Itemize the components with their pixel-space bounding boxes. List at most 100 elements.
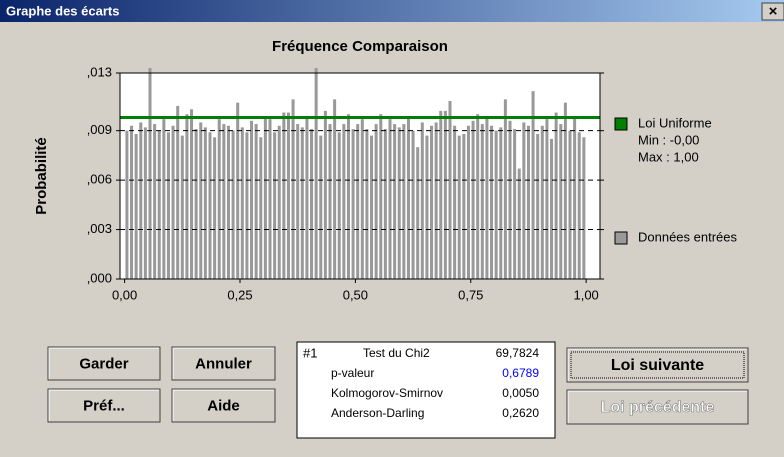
bar: [466, 125, 470, 280]
bar: [508, 120, 512, 280]
bar: [582, 137, 586, 279]
bar: [550, 138, 554, 279]
bar: [453, 125, 457, 280]
bar: [513, 129, 517, 279]
bar: [554, 112, 558, 279]
bar: [203, 127, 207, 279]
button-label: Loi précédente: [601, 399, 715, 416]
stat-name: Kolmogorov-Smirnov: [331, 386, 443, 400]
button-label[interactable]: Aide: [207, 397, 240, 414]
bar: [536, 133, 540, 279]
y-tick-label: ,009: [87, 122, 112, 137]
x-tick-label: 0,00: [112, 287, 137, 302]
bar: [462, 133, 466, 279]
button-face[interactable]: [566, 347, 749, 383]
bar: [499, 127, 503, 279]
bar: [406, 117, 410, 279]
bar: [494, 130, 498, 279]
bar: [416, 147, 420, 279]
button-highlight: [48, 347, 159, 379]
bar: [245, 132, 249, 279]
bar: [411, 130, 415, 279]
bar: [333, 99, 337, 279]
bar: [568, 130, 572, 279]
bar: [573, 117, 577, 279]
button-face[interactable]: [47, 346, 161, 381]
bar: [402, 124, 406, 279]
bar: [503, 99, 507, 279]
bar: [319, 135, 323, 279]
button-face[interactable]: [47, 388, 161, 423]
bar: [226, 125, 230, 280]
button-label[interactable]: Loi suivante: [611, 357, 704, 374]
bar: [490, 125, 494, 280]
bar: [485, 117, 489, 279]
stat-value: 0,2620: [502, 406, 539, 420]
close-button[interactable]: [761, 2, 784, 21]
bar: [430, 125, 434, 280]
bar: [157, 130, 161, 279]
bar: [351, 129, 355, 279]
bar: [356, 124, 360, 279]
bar: [471, 120, 475, 280]
legend-max: Max : 1,00: [638, 149, 699, 164]
close-glyph[interactable]: ×: [769, 3, 778, 20]
button-label[interactable]: Garder: [79, 355, 128, 372]
bar: [263, 117, 267, 279]
bar: [559, 124, 563, 279]
focus-rect: [570, 351, 745, 379]
bar: [273, 132, 277, 279]
y-tick-label: ,006: [87, 172, 112, 187]
y-tick-label: ,013: [87, 64, 112, 79]
bar: [397, 127, 401, 279]
y-axis-label: Probabilité: [33, 137, 50, 215]
bar: [231, 130, 235, 279]
y-tick-label: ,003: [87, 221, 112, 236]
stat-value: 69,7824: [496, 346, 540, 360]
window-title: Graphe des écarts: [6, 3, 119, 18]
button-highlight: [172, 389, 274, 421]
x-tick-label: 1,00: [573, 287, 598, 302]
bar: [370, 135, 374, 279]
bar: [222, 124, 226, 279]
bar: [305, 115, 309, 280]
bar: [346, 114, 350, 279]
bar: [526, 125, 530, 280]
bar: [563, 102, 567, 279]
button-highlight: [567, 348, 747, 381]
bar: [540, 125, 544, 280]
button-face[interactable]: [171, 346, 276, 381]
bar: [531, 91, 535, 280]
button-label[interactable]: Préf...: [83, 397, 125, 414]
legend-label: Loi Uniforme: [638, 115, 712, 130]
button-label[interactable]: Annuler: [195, 355, 252, 372]
bar: [254, 124, 258, 279]
bar: [180, 135, 184, 279]
button-face[interactable]: [171, 388, 276, 423]
bar: [282, 112, 286, 279]
bar: [176, 105, 180, 280]
bar: [360, 119, 364, 279]
x-tick-label: 0,50: [343, 287, 368, 302]
stat-value: 0,6789: [502, 366, 539, 380]
bar: [337, 132, 341, 279]
stats-box: [296, 341, 556, 439]
stats-id: #1: [303, 345, 317, 360]
bar: [323, 110, 327, 280]
bar: [162, 119, 166, 279]
bar: [291, 99, 295, 279]
bar: [213, 137, 217, 279]
bar: [236, 102, 240, 279]
bar: [374, 124, 378, 279]
bar: [139, 122, 143, 279]
legend-swatch: [614, 117, 628, 131]
bar: [296, 124, 300, 279]
bar: [250, 120, 254, 280]
bar: [166, 132, 170, 279]
bar: [286, 112, 290, 279]
bar: [439, 110, 443, 280]
bar: [190, 109, 194, 279]
bar: [420, 122, 424, 279]
bar: [240, 127, 244, 279]
